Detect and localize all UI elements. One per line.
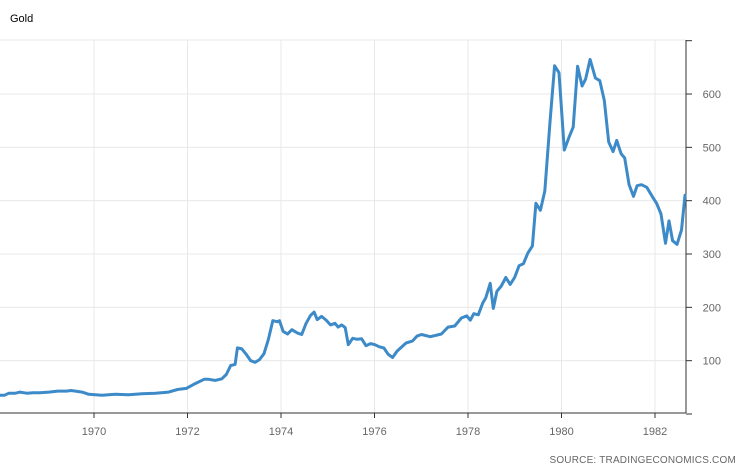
gold-price-line <box>0 57 687 397</box>
x-tick-label: 1972 <box>175 426 199 438</box>
x-tick-label: 1982 <box>643 426 667 438</box>
y-tick-label: 500 <box>703 142 721 154</box>
y-tick-label: 300 <box>703 249 721 261</box>
y-tick-label: 200 <box>703 302 721 314</box>
x-tick-label: 1970 <box>82 426 106 438</box>
x-tick-label: 1980 <box>549 426 573 438</box>
grid-lines <box>0 39 686 413</box>
x-tick-label: 1974 <box>269 426 293 438</box>
axes: 100 200 300 400 500 600 1970 1972 1974 1976 1978 19… <box>0 40 721 438</box>
y-tick-label: 400 <box>703 196 721 208</box>
y-tick-label: 600 <box>703 89 721 101</box>
x-tick-label: 1978 <box>456 426 480 438</box>
series <box>0 57 687 397</box>
chart-title: Gold <box>10 13 34 25</box>
source-label: SOURCE: TRADINGECONOMICS.COM <box>549 455 736 466</box>
y-tick-label: 100 <box>703 356 721 368</box>
x-tick-label: 1976 <box>362 426 386 438</box>
